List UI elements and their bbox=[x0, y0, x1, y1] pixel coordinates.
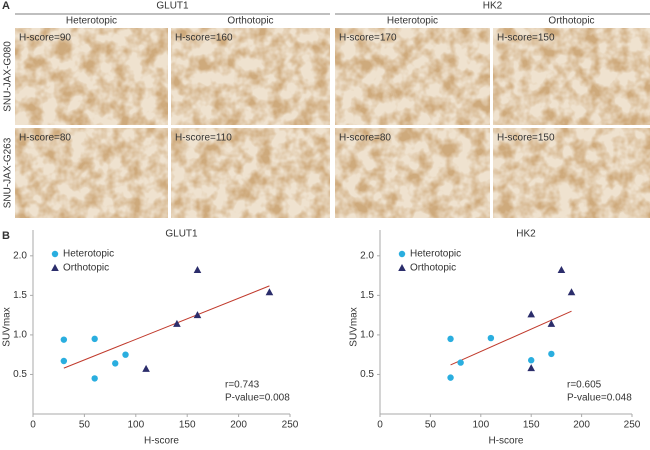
y-axis-label: SUVmax bbox=[349, 307, 360, 346]
regression-line bbox=[63, 285, 270, 369]
legend-marker bbox=[51, 250, 59, 258]
data-point bbox=[91, 335, 98, 343]
data-point bbox=[548, 350, 555, 358]
column-header: Heterotopic bbox=[66, 16, 117, 27]
x-tick-label: 250 bbox=[624, 420, 641, 431]
data-point bbox=[528, 357, 535, 364]
data-point bbox=[547, 319, 556, 327]
h-score-label: H-score=110 bbox=[175, 133, 232, 144]
x-tick-label: 150 bbox=[523, 420, 540, 431]
h-score-label: H-score=80 bbox=[339, 133, 391, 144]
x-tick-label: 250 bbox=[282, 420, 299, 431]
x-tick-label: 0 bbox=[377, 420, 383, 431]
data-point bbox=[173, 319, 181, 327]
data-point bbox=[265, 288, 274, 296]
legend-label: Heterotopic bbox=[63, 249, 114, 260]
x-tick-label: 100 bbox=[472, 420, 489, 431]
annotation: r=0.743 bbox=[225, 380, 260, 391]
h-score-label: H-score=90 bbox=[19, 33, 71, 44]
column-header: Orthotopic bbox=[548, 16, 594, 27]
data-point bbox=[457, 359, 464, 366]
h-score-label: H-score=170 bbox=[339, 33, 397, 44]
legend-label: Orthotopic bbox=[63, 263, 109, 274]
histology-texture bbox=[171, 128, 330, 218]
x-tick-label: 50 bbox=[79, 420, 91, 431]
data-point bbox=[447, 374, 454, 381]
legend-marker bbox=[398, 264, 406, 271]
annotation: r=0.605 bbox=[567, 380, 602, 391]
data-point bbox=[112, 360, 119, 367]
column-header: Heterotopic bbox=[387, 16, 438, 27]
chart-title: HK2 bbox=[516, 229, 536, 240]
y-tick-label: 1.0 bbox=[13, 330, 27, 341]
y-tick-label: 2.0 bbox=[13, 250, 27, 261]
data-point bbox=[527, 310, 535, 318]
data-point bbox=[193, 266, 202, 274]
regression-line bbox=[450, 310, 572, 366]
y-axis-label: SUVmax bbox=[2, 307, 13, 346]
data-point bbox=[122, 351, 129, 358]
data-point bbox=[60, 336, 68, 343]
h-score-label: H-score=80 bbox=[19, 133, 71, 144]
data-point bbox=[567, 288, 576, 296]
group-title: GLUT1 bbox=[156, 1, 189, 12]
annotation: P-value=0.048 bbox=[567, 393, 632, 404]
data-point bbox=[91, 375, 98, 382]
y-tick-label: 2.0 bbox=[360, 250, 374, 261]
group-title: HK2 bbox=[483, 1, 503, 12]
data-point bbox=[142, 364, 150, 372]
data-point bbox=[557, 266, 566, 274]
x-tick-label: 150 bbox=[179, 420, 196, 431]
chart-title: GLUT1 bbox=[165, 229, 198, 240]
data-point bbox=[487, 334, 495, 342]
y-tick-label: 1.0 bbox=[360, 330, 374, 341]
data-point bbox=[527, 364, 535, 372]
y-tick-label: 1.5 bbox=[360, 290, 374, 301]
h-score-label: H-score=150 bbox=[497, 133, 555, 144]
histology-texture bbox=[15, 128, 168, 218]
legend-marker bbox=[51, 264, 59, 271]
x-tick-label: 200 bbox=[573, 420, 590, 431]
h-score-label: H-score=150 bbox=[497, 33, 555, 44]
legend-label: Orthotopic bbox=[410, 263, 456, 274]
panel-label: A bbox=[2, 0, 10, 12]
histology-texture bbox=[335, 128, 490, 218]
row-label: SNU-JAX-G263 bbox=[3, 137, 14, 208]
histology-texture bbox=[171, 28, 330, 125]
data-point bbox=[60, 357, 68, 365]
histology-texture bbox=[15, 28, 168, 125]
x-tick-label: 0 bbox=[30, 420, 36, 431]
histology-texture bbox=[493, 28, 650, 125]
h-score-label: H-score=160 bbox=[175, 33, 233, 44]
y-tick-label: 0.5 bbox=[360, 369, 374, 380]
row-label: SNU-JAX-G080 bbox=[3, 41, 14, 112]
data-point bbox=[447, 335, 454, 343]
x-axis-label: H-score bbox=[488, 436, 523, 447]
y-tick-label: 0.5 bbox=[13, 369, 27, 380]
x-tick-label: 200 bbox=[230, 420, 247, 431]
x-axis-label: H-score bbox=[144, 436, 179, 447]
legend-label: Heterotopic bbox=[410, 249, 461, 260]
panel-label: B bbox=[2, 230, 10, 242]
y-tick-label: 1.5 bbox=[13, 290, 27, 301]
x-tick-label: 50 bbox=[425, 420, 437, 431]
data-point bbox=[193, 311, 202, 319]
x-tick-label: 100 bbox=[127, 420, 144, 431]
annotation: P-value=0.008 bbox=[225, 393, 290, 404]
column-header: Orthotopic bbox=[227, 16, 273, 27]
histology-texture bbox=[335, 28, 490, 125]
histology-texture bbox=[493, 128, 650, 218]
legend-marker bbox=[398, 250, 406, 258]
